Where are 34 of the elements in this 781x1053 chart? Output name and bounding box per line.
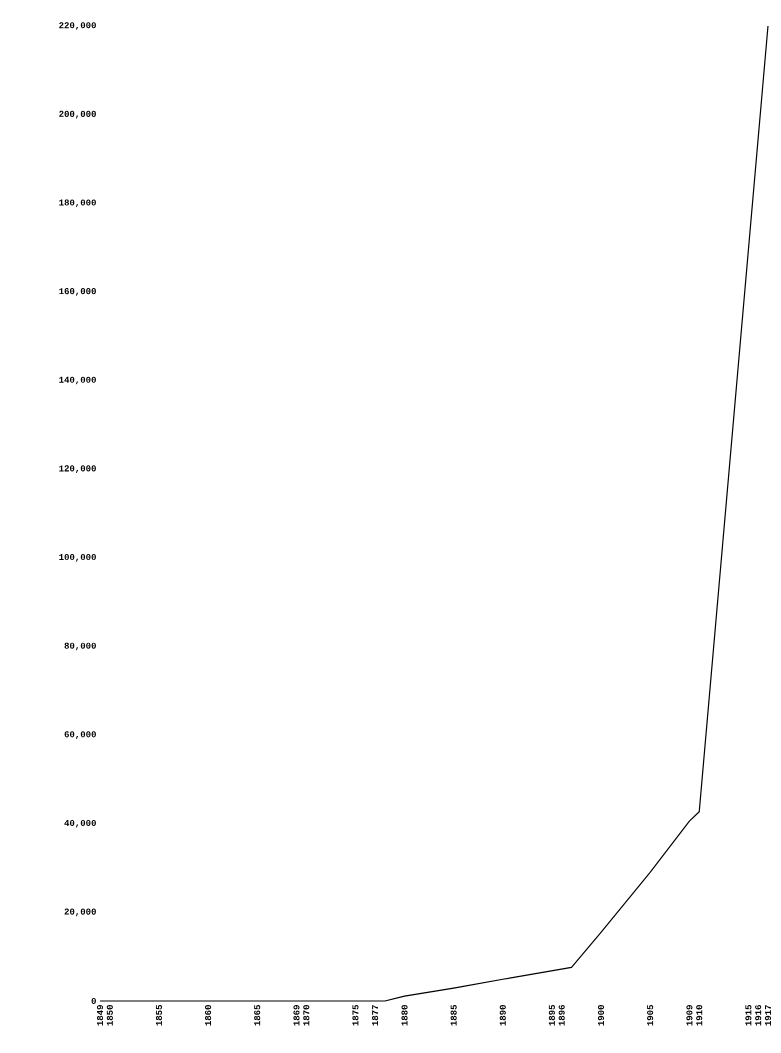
y-tick-label: 60,000 <box>64 731 96 739</box>
y-tick-label: 140,000 <box>59 376 96 385</box>
x-tick-label: 1895 <box>548 1004 555 1026</box>
x-tick-label: 1880 <box>401 1005 408 1026</box>
x-tick-label: 1870 <box>303 1005 310 1026</box>
x-tick-label: 1890 <box>499 1005 506 1026</box>
y-tick-label: 20,000 <box>64 908 96 917</box>
line-series <box>99 25 769 1002</box>
x-tick-label: 1896 <box>558 1005 565 1026</box>
y-tick-label: 180,000 <box>59 199 96 208</box>
x-tick-label: 1877 <box>372 1005 379 1026</box>
y-tick-label: 160,000 <box>59 288 96 296</box>
y-tick-label: 40,000 <box>64 819 96 828</box>
y-tick-label: 0 <box>91 997 96 1005</box>
x-tick-label: 1909 <box>686 1005 693 1026</box>
x-tick-label: 1915 <box>745 1004 752 1026</box>
x-tick-label: 1875 <box>352 1004 359 1026</box>
y-tick-label: 80,000 <box>64 642 96 651</box>
y-tick-label: 120,000 <box>59 465 96 473</box>
y-tick-label: 100,000 <box>59 554 96 562</box>
y-tick-label: 220,000 <box>59 22 96 30</box>
x-tick-label: 1869 <box>293 1005 300 1026</box>
y-tick-label: 200,000 <box>59 110 96 119</box>
x-tick-label: 1917 <box>764 1005 772 1026</box>
x-tick-label: 1849 <box>96 1005 104 1026</box>
x-tick-label: 1855 <box>155 1004 162 1026</box>
x-tick-label: 1905 <box>647 1004 654 1026</box>
x-tick-label: 1860 <box>205 1005 212 1026</box>
x-tick-label: 1850 <box>106 1005 113 1026</box>
x-tick-label: 1916 <box>755 1005 762 1026</box>
x-tick-label: 1910 <box>696 1005 703 1026</box>
x-tick-label: 1900 <box>597 1005 605 1026</box>
x-tick-label: 1865 <box>254 1004 261 1026</box>
x-tick-label: 1885 <box>450 1004 457 1026</box>
